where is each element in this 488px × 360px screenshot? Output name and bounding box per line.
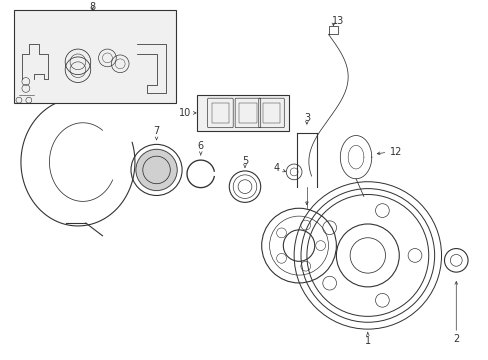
Text: 7: 7 [153, 126, 160, 136]
Text: 11: 11 [67, 76, 79, 86]
Text: 3: 3 [303, 113, 309, 123]
Bar [14, 10, 176, 103]
Text: 6: 6 [197, 141, 203, 151]
Text: 9: 9 [124, 93, 130, 103]
Text: 8: 8 [89, 2, 96, 12]
Bar [14, 10, 176, 103]
Text: 12: 12 [389, 147, 402, 157]
Text: 13: 13 [331, 15, 344, 26]
Circle shape [136, 149, 177, 190]
Text: 2: 2 [452, 334, 458, 344]
Text: 5: 5 [242, 156, 247, 166]
Text: 10: 10 [178, 108, 190, 118]
Bar [197, 95, 288, 131]
Text: 1: 1 [364, 336, 370, 346]
Bar [197, 95, 288, 131]
Text: 4: 4 [273, 163, 279, 173]
